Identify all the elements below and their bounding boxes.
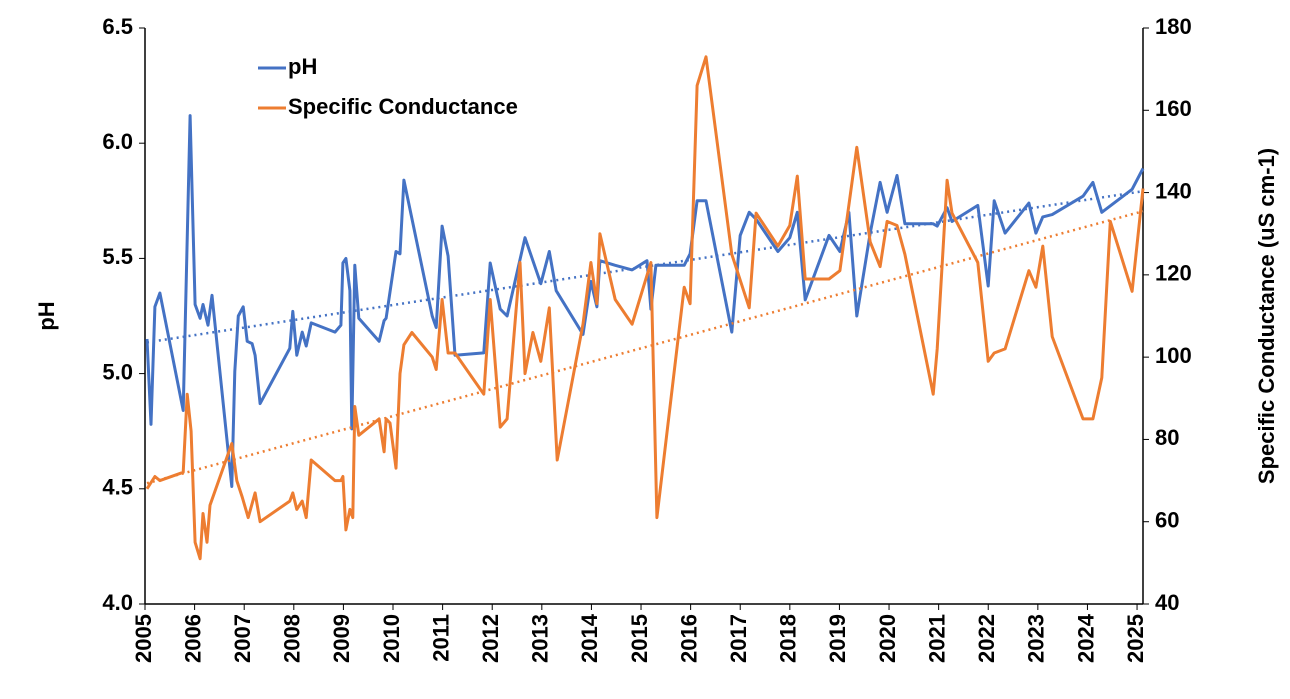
y-tick-label: 6.0 [102,129,133,154]
y2-tick-label: 120 [1155,261,1192,286]
y2-axis-label: Specific Conductance (uS cm-1) [1254,148,1279,484]
x-tick-label: 2011 [428,614,453,662]
y2-tick-label: 60 [1155,508,1179,533]
x-tick-label: 2013 [528,614,553,663]
legend-label: pH [288,54,317,79]
y-tick-label: 4.5 [102,475,133,500]
x-tick-label: 2006 [180,614,205,663]
trendline [146,210,1144,485]
x-tick-label: 2007 [230,614,255,663]
x-tick-label: 2024 [1073,613,1098,663]
x-tick-label: 2012 [478,614,503,663]
x-tick-label: 2025 [1123,614,1148,663]
x-tick-label: 2016 [676,614,701,663]
y2-tick-label: 140 [1155,178,1192,203]
x-tick-label: 2021 [924,614,949,663]
series-line [145,114,1145,488]
x-tick-label: 2014 [577,613,602,663]
x-tick-label: 2023 [1024,614,1049,663]
y-tick-label: 4.0 [102,590,133,615]
y-tick-label: 5.5 [102,244,133,269]
y2-tick-label: 100 [1155,343,1192,368]
x-tick-label: 2018 [776,614,801,663]
y2-tick-label: 180 [1155,14,1192,39]
y-axis-label: pH [34,301,59,330]
trendline [146,189,1144,344]
x-tick-label: 2020 [875,614,900,663]
x-tick-label: 2017 [726,614,751,663]
legend-label: Specific Conductance [288,94,518,119]
y-tick-label: 6.5 [102,14,133,39]
x-tick-label: 2008 [280,614,305,663]
series-line [145,55,1145,561]
x-tick-label: 2019 [825,614,850,663]
x-tick-label: 2022 [974,614,999,663]
y2-tick-label: 40 [1155,590,1179,615]
y2-tick-label: 80 [1155,425,1179,450]
y2-tick-label: 160 [1155,96,1192,121]
x-tick-label: 2015 [627,614,652,663]
y-tick-label: 5.0 [102,359,133,384]
x-tick-label: 2009 [329,614,354,663]
x-tick-label: 2005 [131,614,156,663]
x-tick-label: 2010 [379,614,404,663]
